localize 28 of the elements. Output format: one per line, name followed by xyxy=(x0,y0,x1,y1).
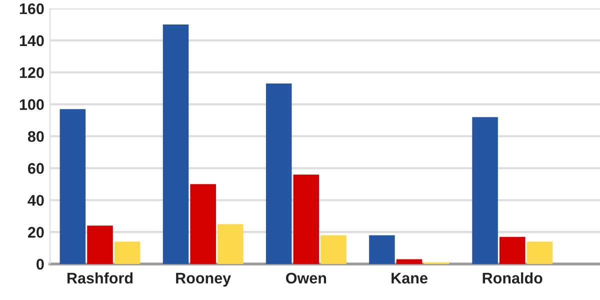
x-tick-label: Owen xyxy=(286,272,326,284)
y-tick-label: 100 xyxy=(20,99,44,110)
bar xyxy=(190,184,216,264)
bar xyxy=(87,226,113,264)
bar xyxy=(472,117,498,264)
y-tick-label: 120 xyxy=(20,67,44,78)
bar xyxy=(369,235,395,264)
bar xyxy=(266,84,292,264)
bar xyxy=(114,242,140,264)
y-tick-label: 140 xyxy=(20,35,44,46)
bar xyxy=(396,259,422,264)
y-tick-label: 160 xyxy=(20,3,44,14)
bar xyxy=(218,224,244,264)
bar xyxy=(293,174,320,264)
y-tick-label: 20 xyxy=(28,226,44,238)
x-tick-label: Rashford xyxy=(67,272,133,284)
bar xyxy=(320,235,346,264)
bar xyxy=(162,24,189,264)
x-tick-label: Kane xyxy=(392,272,428,284)
bar xyxy=(499,236,526,264)
bar xyxy=(526,242,553,264)
y-tick-label: 0 xyxy=(36,258,44,270)
x-tick-label: Rooney xyxy=(176,272,232,287)
y-tick-label: 60 xyxy=(28,163,44,174)
bar xyxy=(60,109,86,264)
y-tick-label: 40 xyxy=(28,194,44,206)
y-tick-label: 80 xyxy=(28,131,44,142)
x-tick-label: Ronaldo xyxy=(482,272,542,284)
